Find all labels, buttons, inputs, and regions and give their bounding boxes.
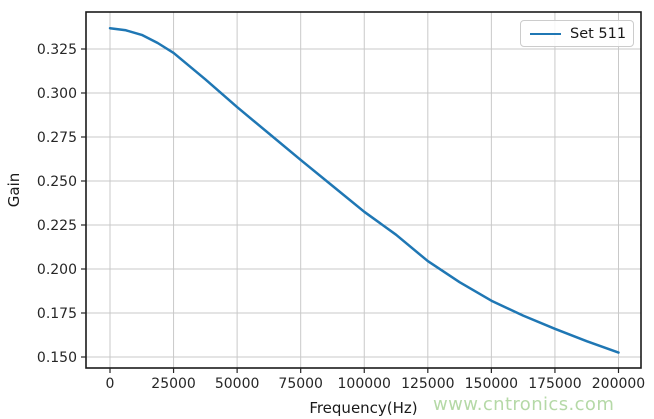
y-tick-label: 0.275 [37,130,77,146]
x-tick-label: 0 [106,376,115,392]
plot-frame [85,11,642,369]
legend-label: Set 511 [570,25,627,42]
x-tick-label: 75000 [278,376,323,392]
y-tick-label: 0.150 [37,350,77,366]
x-tick-label: 150000 [465,376,518,392]
x-tick-label: 25000 [151,376,196,392]
legend: Set 511 [520,20,634,47]
x-tick-label: 200000 [592,376,645,392]
y-tick-label: 0.325 [37,42,77,58]
series-line [108,26,620,354]
y-tick-label: 0.200 [37,262,77,278]
y-tick-label: 0.300 [37,86,77,102]
x-tick-label: 175000 [528,376,581,392]
watermark: www.cntronics.com [433,394,615,415]
y-tick-label: 0.175 [37,306,77,322]
x-tick-label: 50000 [215,376,260,392]
x-tick-label: 100000 [338,376,391,392]
legend-line-sample [530,32,561,35]
y-axis-label: Gain [5,172,23,208]
y-tick-label: 0.225 [37,218,77,234]
x-tick-label: 125000 [401,376,454,392]
y-tick-label: 0.250 [37,174,77,190]
x-axis-label: Frequency(Hz) [309,399,418,417]
